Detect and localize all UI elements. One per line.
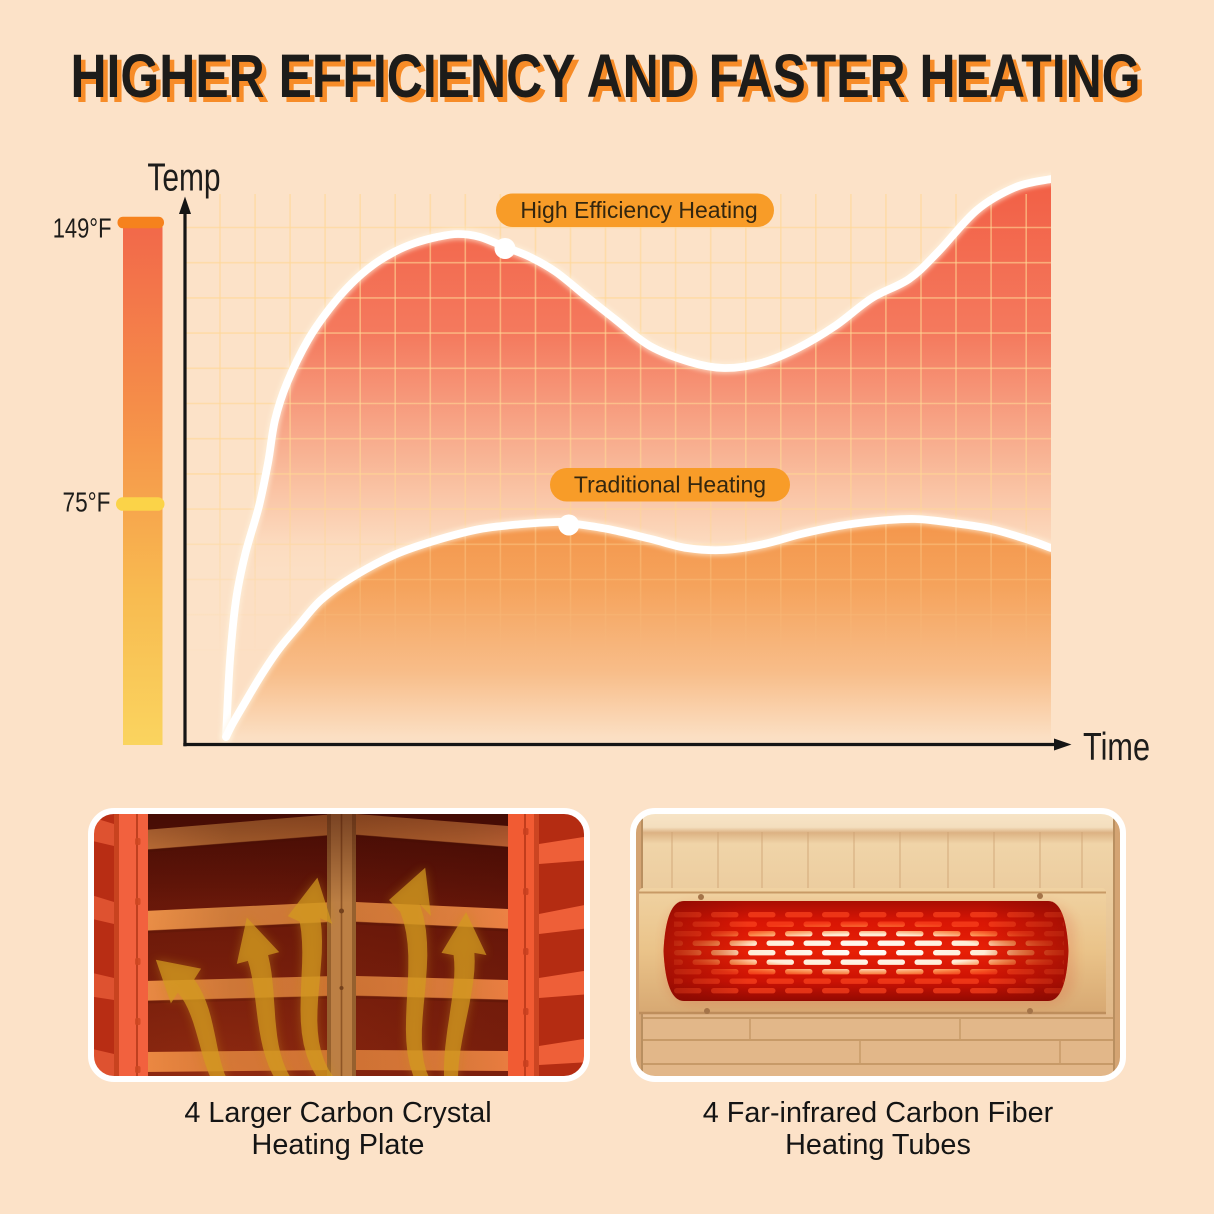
svg-text:High Efficiency Heating: High Efficiency Heating <box>520 197 757 223</box>
svg-text:HIGHER EFFICIENCY AND FASTER H: HIGHER EFFICIENCY AND FASTER HEATING <box>75 47 1145 115</box>
svg-text:Temp: Temp <box>147 156 220 199</box>
svg-text:HIGHER EFFICIENCY AND FASTER H: HIGHER EFFICIENCY AND FASTER HEATING <box>71 42 1141 110</box>
svg-text:Time: Time <box>1083 726 1150 769</box>
svg-text:Traditional Heating: Traditional Heating <box>574 471 766 497</box>
svg-text:149°F: 149°F <box>53 213 112 244</box>
svg-text:75°F: 75°F <box>63 487 111 518</box>
